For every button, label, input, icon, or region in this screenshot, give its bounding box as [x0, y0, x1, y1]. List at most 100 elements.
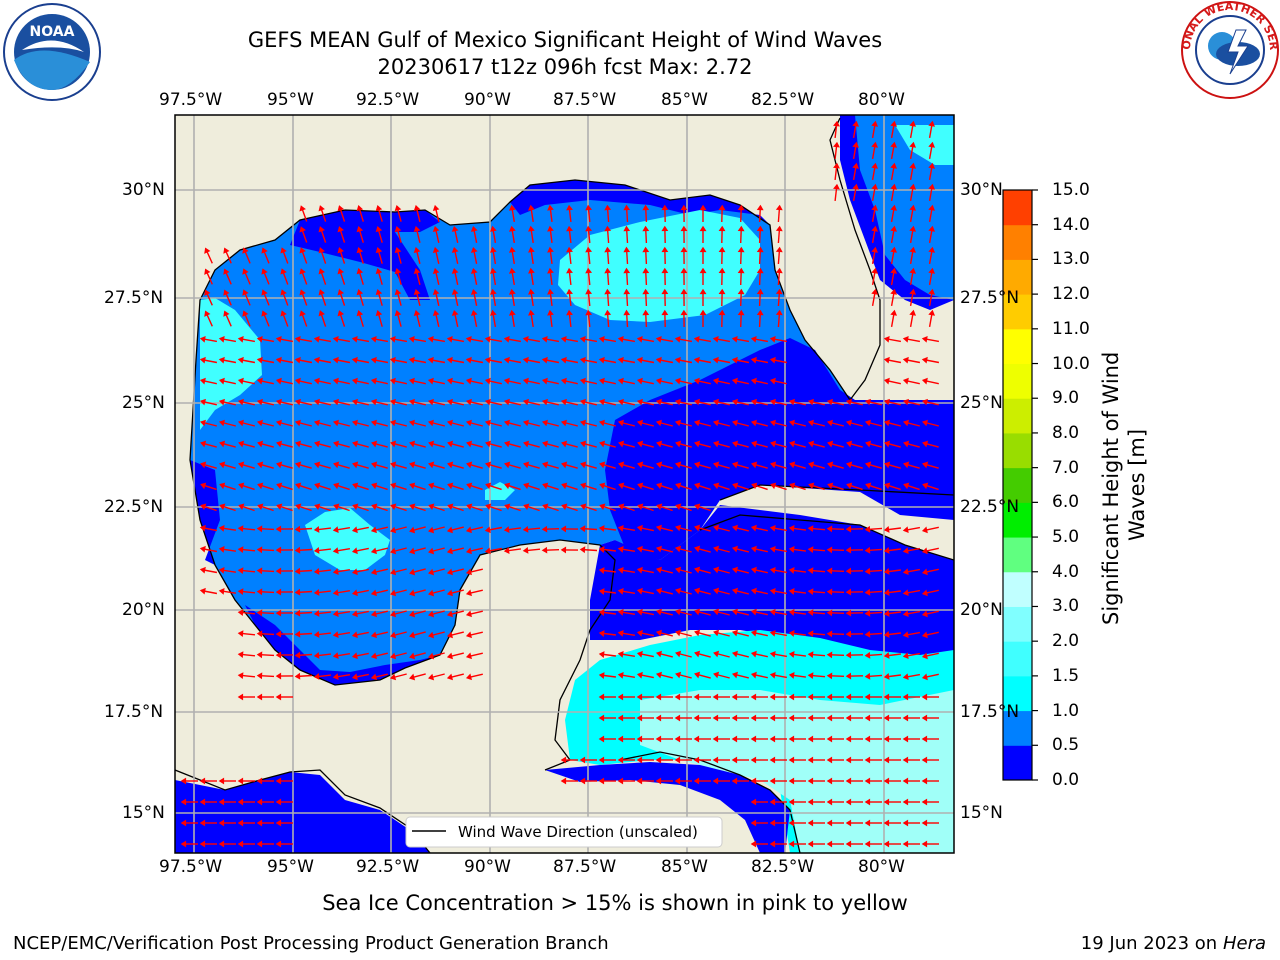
- wave-arrow-head: [788, 588, 795, 595]
- wave-arrow-head: [902, 652, 909, 660]
- wave-arrow-head: [547, 288, 554, 295]
- wave-arrow-head: [466, 461, 473, 469]
- wave-arrow-head: [928, 267, 936, 274]
- wave-arrow-head: [484, 398, 491, 406]
- wave-arrow-head: [770, 482, 777, 490]
- wave-arrow-head: [432, 225, 440, 232]
- wave-arrow-head: [731, 735, 738, 743]
- wave-arrow-head: [427, 377, 434, 385]
- wave-arrow-head: [294, 356, 301, 364]
- wave-arrow-head: [883, 335, 890, 343]
- colorbar-tick-label: 13.0: [1052, 249, 1090, 270]
- colorbar-segment: [1003, 432, 1032, 469]
- wave-arrow-head: [833, 183, 840, 190]
- colorbar: [1003, 190, 1032, 781]
- wave-arrow-head: [313, 673, 320, 680]
- wave-arrow-head: [883, 777, 890, 785]
- wave-arrow-head: [465, 589, 472, 597]
- wave-arrow-head: [694, 671, 701, 679]
- wave-arrow-head: [409, 631, 416, 639]
- wave-arrow-head: [256, 335, 263, 343]
- wave-arrow-head: [451, 225, 459, 232]
- wave-arrow-head: [750, 714, 757, 722]
- colorbar-segment: [1003, 641, 1032, 677]
- wave-arrow-head: [256, 356, 263, 364]
- wave-arrow-head: [585, 246, 593, 253]
- wave-arrow-head: [409, 589, 416, 597]
- colorbar-segment: [1003, 259, 1032, 295]
- wave-arrow-head: [585, 267, 593, 274]
- wave-arrow-head: [508, 225, 516, 232]
- wave-arrow-head: [751, 440, 758, 448]
- wave-arrow-head: [909, 288, 917, 295]
- west-gulf-high: [200, 298, 262, 430]
- wave-arrow-head: [313, 526, 320, 533]
- wave-arrow-head: [547, 267, 554, 274]
- wave-arrow-head: [617, 587, 624, 595]
- wave-arrow-head: [261, 247, 268, 254]
- legend-label: Wind Wave Direction (unscaled): [458, 823, 698, 841]
- wave-arrow-head: [294, 377, 301, 385]
- wave-arrow-head: [351, 610, 358, 618]
- wave-arrow-head: [921, 610, 928, 618]
- wave-arrow-head: [826, 756, 833, 764]
- wave-arrow-head: [732, 440, 739, 448]
- wave-arrow-head: [351, 335, 358, 343]
- wave-arrow-head: [789, 440, 796, 448]
- wave-arrow-head: [199, 419, 206, 427]
- colorbar-tick-label: 4.0: [1052, 561, 1080, 582]
- wave-arrow-head: [299, 226, 306, 233]
- colorbar-tick-label: 0.5: [1052, 735, 1080, 756]
- wave-arrow-head: [890, 246, 898, 253]
- wave-arrow-head: [332, 568, 339, 576]
- wave-arrow-head: [833, 120, 840, 127]
- wave-arrow-head: [199, 798, 206, 806]
- wave-arrow-head: [617, 524, 624, 532]
- wave-arrow-head: [909, 225, 917, 232]
- wave-arrow-head: [756, 246, 764, 253]
- wave-arrow-head: [409, 526, 416, 534]
- wave-arrow-head: [712, 419, 719, 427]
- lon-label-top: 80°W: [858, 90, 905, 110]
- wave-arrow-head: [356, 226, 364, 233]
- wave-arrow-head: [694, 587, 701, 595]
- wave-arrow-head: [618, 482, 625, 490]
- wave-arrow-head: [218, 419, 225, 427]
- wave-arrow-head: [295, 503, 302, 511]
- wave-arrow-head: [826, 588, 833, 596]
- wave-arrow-head: [712, 335, 719, 343]
- lon-label-bottom: 85°W: [661, 857, 708, 877]
- wave-arrow-head: [637, 461, 644, 469]
- wave-arrow-head: [807, 756, 814, 764]
- wave-arrow-head: [598, 609, 605, 616]
- wave-arrow-head: [370, 335, 377, 343]
- wave-arrow-head: [902, 568, 909, 576]
- wave-arrow-head: [617, 714, 624, 722]
- wave-arrow-head: [921, 377, 928, 385]
- wave-arrow-head: [852, 141, 860, 148]
- wave-arrow-head: [542, 440, 549, 448]
- wave-arrow-head: [465, 631, 472, 639]
- wave-arrow-head: [661, 309, 669, 316]
- wave-arrow-head: [864, 651, 871, 659]
- wave-arrow-head: [807, 798, 814, 806]
- wave-arrow-head: [769, 524, 776, 532]
- colorbar-segment: [1003, 467, 1032, 503]
- wave-arrow-head: [528, 246, 535, 253]
- wave-arrow-head: [731, 629, 738, 637]
- wave-arrow-head: [432, 288, 440, 295]
- wave-arrow-head: [470, 225, 478, 232]
- wave-arrow-head: [428, 631, 435, 639]
- wave-arrow-head: [731, 566, 738, 574]
- wave-arrow-head: [598, 735, 605, 743]
- wave-arrow-head: [504, 440, 511, 448]
- wave-arrow-head: [579, 777, 586, 785]
- wave-arrow-head: [845, 756, 852, 764]
- wave-arrow-head: [351, 631, 358, 639]
- wave-arrow-head: [902, 735, 909, 743]
- gulf-waves-low-west: [190, 460, 220, 565]
- wave-arrow-head: [921, 673, 928, 681]
- wave-arrow-head: [237, 840, 244, 848]
- wave-arrow-head: [750, 650, 757, 658]
- map-area: [175, 115, 954, 853]
